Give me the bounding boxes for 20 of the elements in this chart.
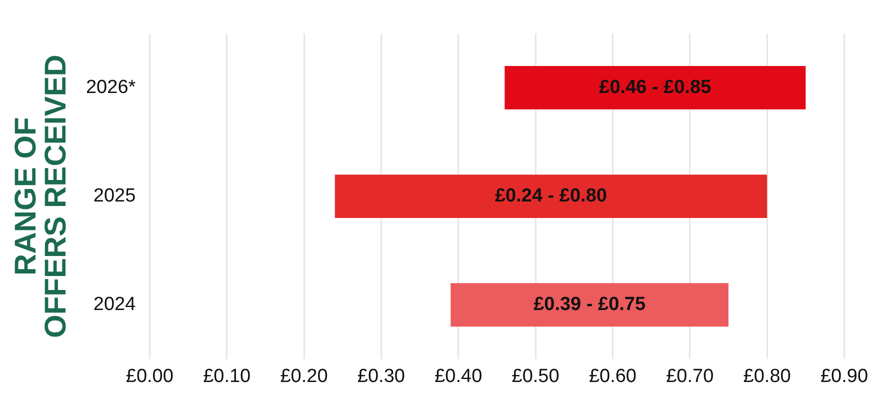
y-tick-label: 2025: [93, 186, 136, 207]
y-tick-label: 2024: [93, 294, 136, 316]
x-tick-label: £0.20: [280, 366, 328, 387]
x-tick-label: £0.90: [820, 366, 868, 387]
x-tick-label: £0.30: [357, 366, 405, 387]
x-tick-label: £0.10: [203, 366, 251, 387]
bar: [334, 174, 768, 218]
x-tick-label: £0.70: [666, 366, 714, 387]
annotation: £0.46 - £0.85: [599, 76, 712, 98]
x-tick-label: £0.80: [743, 366, 791, 387]
bar: [504, 66, 806, 110]
y-tick-label: 2026*: [86, 76, 136, 98]
annotation: £0.24 - £0.80: [494, 186, 607, 207]
y-axis-title: RANGE OF OFFERS RECEIVED: [9, 54, 72, 338]
x-tick-label: £0.00: [126, 366, 174, 387]
x-tick-label: £0.60: [588, 366, 636, 387]
x-tick-label: £0.50: [512, 366, 560, 387]
x-tick-label: £0.40: [434, 366, 482, 387]
annotation: £0.39 - £0.75: [534, 294, 646, 316]
bar: [450, 283, 728, 327]
